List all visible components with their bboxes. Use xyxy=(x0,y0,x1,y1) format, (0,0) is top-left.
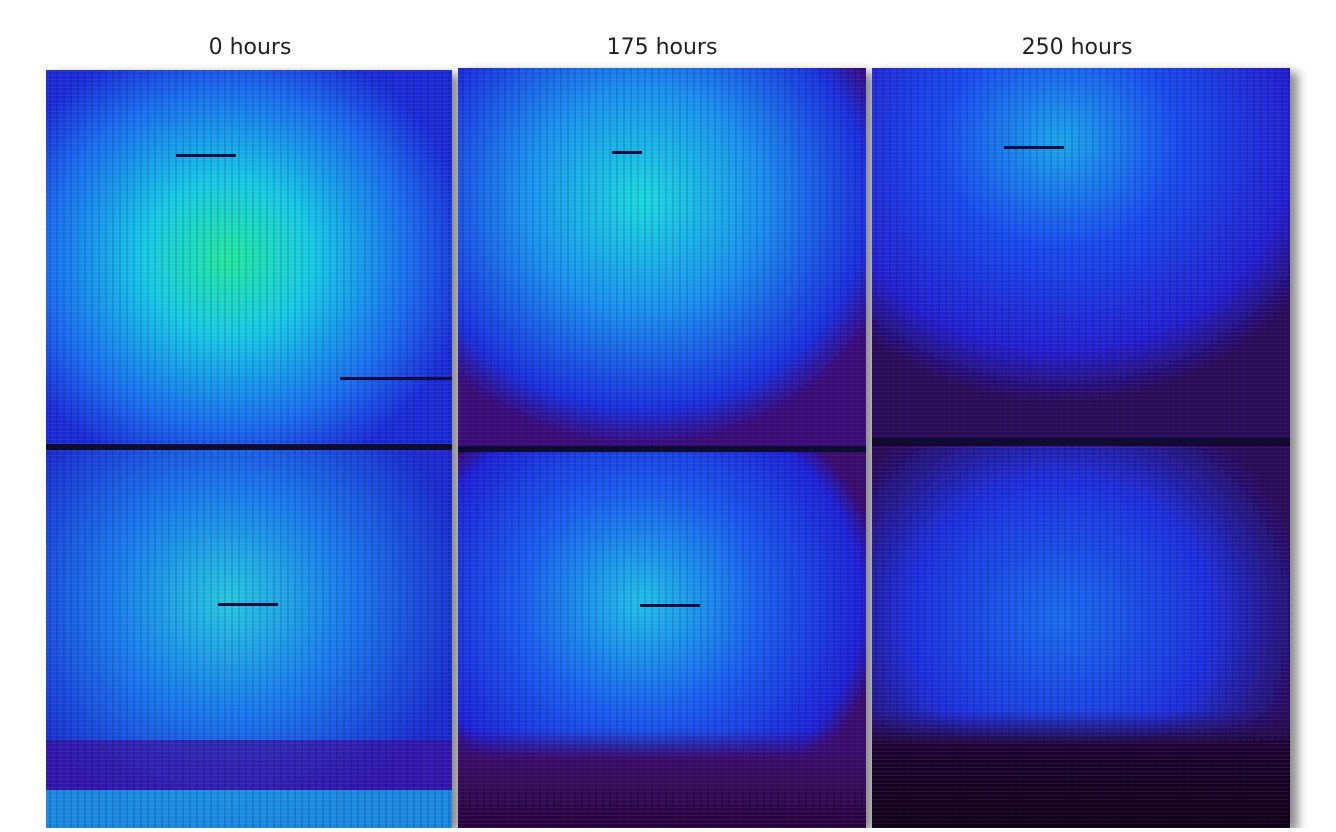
panel-image xyxy=(458,68,866,828)
panel-label: 0 hours xyxy=(209,35,292,60)
panel-label: 250 hours xyxy=(1022,35,1133,60)
panel-label: 175 hours xyxy=(607,35,718,60)
panel-image xyxy=(872,68,1290,828)
panel-image xyxy=(46,70,452,828)
